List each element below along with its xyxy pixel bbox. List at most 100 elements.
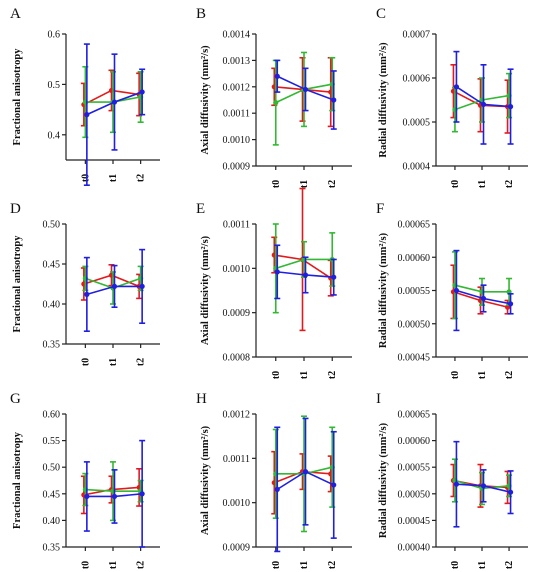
data-point-blue — [507, 301, 514, 307]
y-axis-title: Fractional anisotropy — [12, 48, 23, 146]
panel-label-h: H — [196, 391, 207, 407]
y-tick-label: 0.0010 — [223, 264, 251, 275]
panel-label-c: C — [376, 6, 386, 22]
y-tick-label: 0.50 — [43, 220, 61, 231]
chart-panel-a: A 0.4 0.5 0.6 t0 t1 t2 Fractional anisotropy — [10, 6, 160, 186]
data-point-blue — [111, 283, 118, 289]
data-point-blue — [453, 287, 460, 294]
chart-panel-e: E 0.0008 0.0009 0.0010 0.0011 t0 t1 t2 Axial dif… — [196, 187, 352, 379]
y-tick-label: 0.00060 — [398, 253, 431, 264]
y-tick-label: 0.00045 — [398, 516, 431, 527]
x-tick-label-t1: t1 — [477, 371, 488, 379]
data-point-blue — [331, 97, 337, 103]
y-axis-title: Fractional anisotropy — [12, 431, 23, 529]
x-tick-label-t2: t2 — [327, 561, 338, 569]
data-point-blue — [111, 99, 118, 105]
y-tick-label: 0.50 — [43, 463, 61, 474]
y-axis-title: Axial diffusivity (mm²/s) — [200, 235, 211, 345]
y-tick-label: 0.6 — [48, 30, 61, 41]
data-point-blue — [84, 112, 90, 118]
y-tick-label: 0.00065 — [398, 220, 431, 231]
data-point-blue — [84, 291, 90, 297]
chart-panel-f: F 0.00045 0.00050 0.00055 0.00060 0.00065 t0 t1… — [376, 201, 528, 379]
x-tick-label-t0: t0 — [80, 358, 91, 366]
x-tick-label-t0: t0 — [271, 180, 282, 188]
x-tick-label-t2: t2 — [327, 371, 338, 379]
chart-panel-d: D 0.35 0.40 0.45 0.50 t0 t1 t2 Fractional anisot… — [10, 201, 160, 366]
y-tick-label: 0.0011 — [223, 220, 250, 231]
y-tick-label: 0.45 — [43, 260, 61, 271]
data-point-blue — [274, 269, 280, 275]
data-point-blue — [331, 274, 337, 280]
y-axis-title: Radial diffusivity (mm²/s) — [378, 42, 389, 158]
data-point-blue — [480, 295, 487, 302]
panel-label-a: A — [10, 6, 21, 22]
chart-panel-g: G 0.35 0.40 0.45 0.50 0.55 0.60 t0 t1 t2 Fractiona… — [10, 391, 160, 569]
y-tick-label: 0.40 — [43, 300, 61, 311]
y-tick-label: 0.00040 — [398, 543, 431, 554]
y-tick-label: 0.0010 — [223, 135, 251, 146]
data-point-blue — [139, 491, 145, 497]
x-tick-label-t0: t0 — [271, 561, 282, 569]
data-point-blue — [274, 486, 280, 492]
data-point-blue — [139, 283, 145, 289]
y-axis-title: Axial diffusivity (mm²/s) — [200, 45, 211, 155]
x-tick-label-t1: t1 — [299, 561, 310, 569]
chart-panel-i: I 0.00040 0.00045 0.00050 0.00055 0.00060 0.00… — [376, 391, 528, 569]
x-tick-label-t1: t1 — [477, 561, 488, 569]
x-tick-label-t1: t1 — [108, 174, 119, 182]
data-point-blue — [274, 73, 280, 79]
y-tick-label: 0.0010 — [223, 498, 251, 509]
y-axis-title: Radial diffusivity (mm²/s) — [378, 422, 389, 538]
y-tick-label: 0.45 — [43, 489, 61, 500]
x-tick-label-t1: t1 — [299, 180, 310, 188]
y-tick-label: 0.5 — [48, 80, 61, 91]
y-tick-label: 0.00050 — [398, 489, 431, 500]
x-tick-label-t2: t2 — [136, 561, 147, 569]
data-point-blue — [453, 84, 460, 90]
data-point-blue — [331, 482, 337, 488]
y-tick-label: 0.0012 — [223, 410, 251, 421]
y-tick-label: 0.00055 — [398, 463, 431, 474]
data-point-blue — [453, 481, 460, 487]
y-tick-label: 0.0005 — [403, 118, 431, 129]
y-tick-label: 0.35 — [43, 543, 61, 554]
y-tick-label: 0.0012 — [223, 82, 251, 93]
y-tick-label: 0.0009 — [223, 308, 251, 319]
data-point-blue — [480, 483, 487, 489]
data-point-green — [273, 100, 279, 106]
y-tick-label: 0.00055 — [398, 286, 431, 297]
y-tick-label: 0.0009 — [223, 162, 251, 173]
x-tick-label-t0: t0 — [450, 371, 461, 379]
chart-panel-h: H 0.0009 0.0010 0.0011 0.0012 t0 t1 t2 Axial dif… — [196, 391, 352, 569]
panel-label-f: F — [376, 201, 384, 217]
y-tick-label: 0.00050 — [398, 319, 431, 330]
y-tick-label: 0.0007 — [403, 30, 431, 41]
x-tick-label-t2: t2 — [327, 180, 338, 188]
x-tick-label-t0: t0 — [80, 174, 91, 182]
y-tick-label: 0.0011 — [223, 454, 250, 465]
panel-label-b: B — [196, 6, 206, 22]
y-tick-label: 0.00060 — [398, 436, 431, 447]
x-tick-label-t0: t0 — [450, 180, 461, 188]
x-tick-label-t1: t1 — [108, 561, 119, 569]
y-axis-title: Axial diffusivity (mm²/s) — [200, 425, 211, 535]
data-point-blue — [480, 101, 487, 107]
x-tick-label-t0: t0 — [450, 561, 461, 569]
data-point-blue — [507, 489, 514, 495]
data-point-blue — [139, 89, 145, 95]
panel-label-g: G — [10, 391, 21, 407]
x-tick-label-t1: t1 — [477, 180, 488, 188]
y-tick-label: 0.0004 — [403, 162, 431, 173]
chart-panel-b: B 0.0009 0.0010 0.0011 0.0012 0.0013 0.0014 t0 t… — [196, 6, 352, 188]
y-tick-label: 0.0009 — [223, 543, 251, 554]
x-tick-label-t0: t0 — [80, 561, 91, 569]
panel-label-i: I — [376, 391, 381, 407]
chart-panel-c: C 0.0004 0.0005 0.0006 0.0007 t0 t1 t2 Radial di… — [376, 6, 528, 188]
y-tick-label: 0.0013 — [223, 56, 251, 67]
y-tick-label: 0.40 — [43, 516, 61, 527]
data-point-blue — [302, 469, 309, 475]
data-point-blue — [302, 86, 309, 93]
x-tick-label-t1: t1 — [108, 358, 119, 366]
